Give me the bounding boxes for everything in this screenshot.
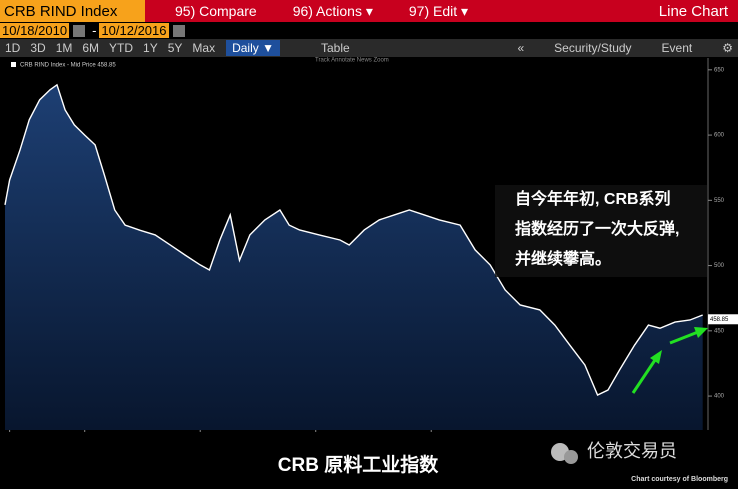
calendar-icon[interactable] xyxy=(172,24,185,37)
watermark: 伦敦交易员 xyxy=(587,441,677,461)
collapse-button[interactable]: « xyxy=(517,41,525,55)
compare-button[interactable]: 95) Compare xyxy=(175,3,257,19)
title-bar: CRB RIND Index 95) Compare 96) Actions ▾… xyxy=(0,0,738,22)
security-title[interactable]: CRB RIND Index xyxy=(0,0,145,22)
chart: 4004505005506006502010201120122013201445… xyxy=(3,58,738,489)
range-button[interactable]: 1Y xyxy=(143,41,158,55)
end-date[interactable]: 10/12/2016 xyxy=(99,23,169,38)
range-button[interactable]: 5Y xyxy=(167,41,183,55)
frequency-button[interactable]: Daily ▼ xyxy=(226,40,280,56)
study-button[interactable]: Security/Study xyxy=(554,41,632,55)
actions-button[interactable]: 96) Actions ▾ xyxy=(292,2,373,19)
y-tick-label: 550 xyxy=(714,198,725,204)
y-tick-label: 450 xyxy=(714,328,725,334)
y-tick-label: 650 xyxy=(714,67,725,73)
chart-tools[interactable]: Track Annotate News Zoom xyxy=(315,58,389,64)
last-price-label: 458.85 xyxy=(710,317,729,323)
last-price-box xyxy=(708,314,738,325)
y-tick-label: 400 xyxy=(714,394,725,400)
caption: CRB 原料工业指数 xyxy=(278,453,439,476)
annotation: 指数经历了一次大反弹, xyxy=(515,219,679,238)
wechat-icon xyxy=(564,450,578,464)
date-bar: 10/18/2010 - 10/12/2016 xyxy=(0,22,738,39)
y-tick-label: 500 xyxy=(714,263,725,269)
annotation-box xyxy=(495,185,707,277)
event-button[interactable]: Event xyxy=(661,41,693,55)
annotation: 并继续攀高。 xyxy=(515,249,611,268)
y-tick-label: 600 xyxy=(714,133,725,139)
annotation: 自今年年初, CRB系列 xyxy=(515,189,671,208)
range-button[interactable]: 1M xyxy=(55,41,73,55)
range-button[interactable]: 3D xyxy=(30,41,46,55)
start-date[interactable]: 10/18/2010 xyxy=(0,23,70,38)
settings-button[interactable]: ⚙ xyxy=(722,41,733,55)
credit: Chart courtesy of Bloomberg xyxy=(631,476,728,483)
range-button[interactable]: Max xyxy=(192,41,216,55)
area xyxy=(5,84,703,430)
legend-swatch xyxy=(11,62,16,67)
line xyxy=(4,83,703,396)
calendar-icon[interactable] xyxy=(73,24,86,37)
arrows xyxy=(631,327,708,394)
caption-band xyxy=(3,432,738,489)
edit-button[interactable]: 97) Edit ▾ xyxy=(408,2,469,19)
legend-entry: CRB RIND Index - Mid Price 458.85 xyxy=(20,63,116,69)
date-separator: - xyxy=(92,23,97,38)
range-button[interactable]: 1D xyxy=(5,41,21,55)
range-button[interactable]: YTD xyxy=(109,41,134,55)
range-bar: 1D 3D 1M 6M YTD 1Y 5Y Max Daily ▼ Table « Security/… xyxy=(0,39,738,57)
table-button[interactable]: Table xyxy=(320,41,350,55)
range-button[interactable]: 6M xyxy=(82,41,100,55)
chart-type: Line Chart xyxy=(658,2,728,20)
